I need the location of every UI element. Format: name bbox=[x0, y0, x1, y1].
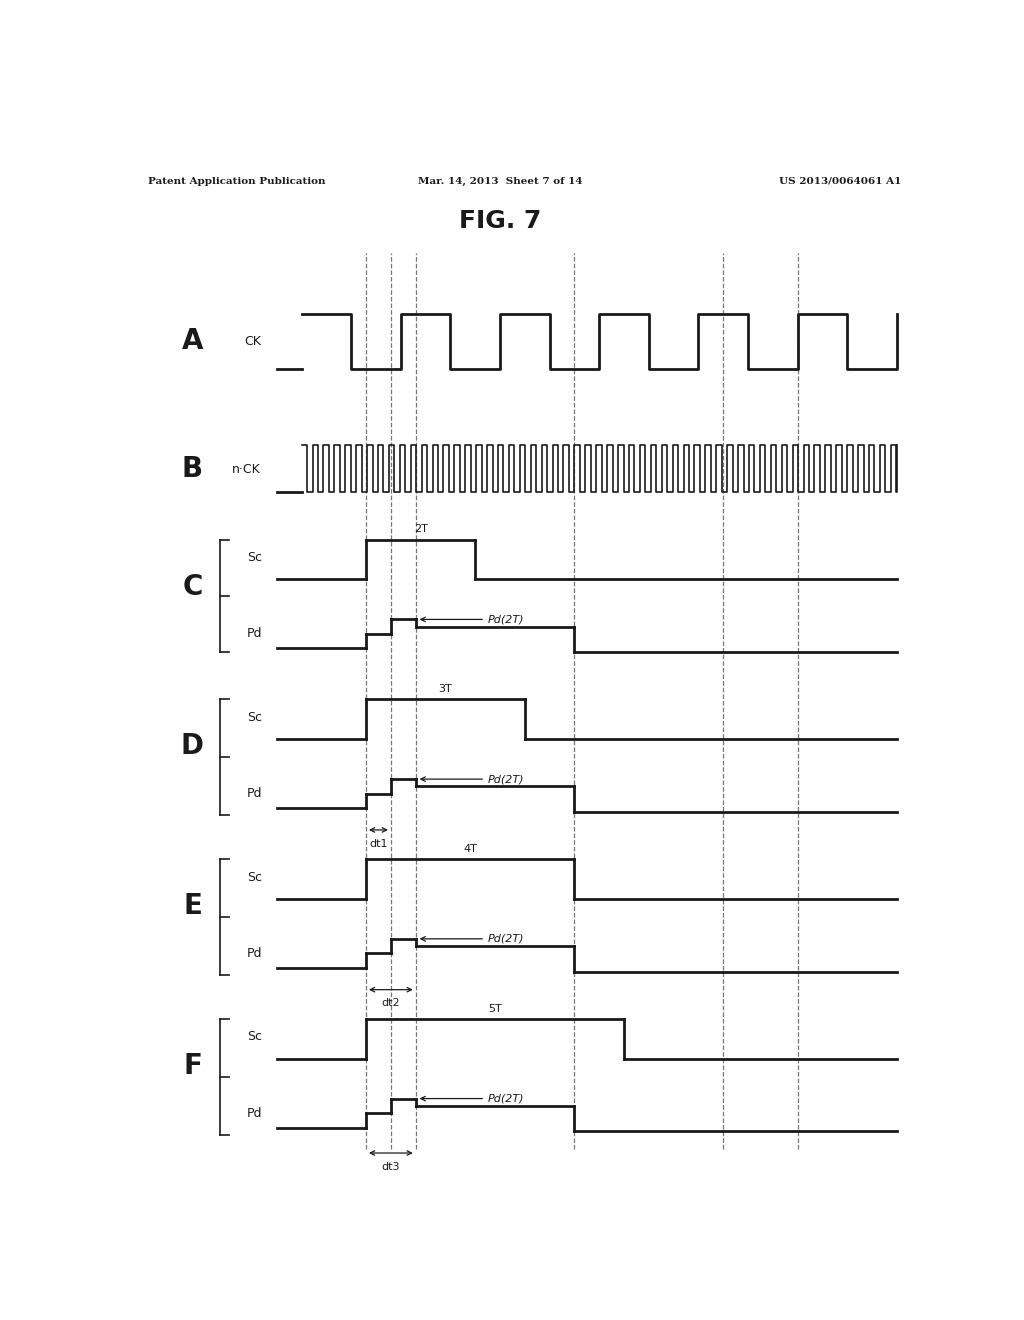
Text: 3T: 3T bbox=[438, 684, 453, 694]
Text: US 2013/0064061 A1: US 2013/0064061 A1 bbox=[779, 177, 902, 186]
Text: dt3: dt3 bbox=[382, 1162, 400, 1172]
Text: 2T: 2T bbox=[414, 524, 428, 535]
Text: Pd(2T): Pd(2T) bbox=[487, 614, 524, 624]
Text: Pd: Pd bbox=[247, 627, 262, 640]
Text: E: E bbox=[183, 892, 202, 920]
Text: F: F bbox=[183, 1052, 202, 1080]
Text: Mar. 14, 2013  Sheet 7 of 14: Mar. 14, 2013 Sheet 7 of 14 bbox=[418, 177, 583, 186]
Text: Pd: Pd bbox=[247, 1106, 262, 1119]
Text: CK: CK bbox=[245, 335, 261, 348]
Text: Pd: Pd bbox=[247, 946, 262, 960]
Text: n·CK: n·CK bbox=[232, 462, 261, 475]
Text: Patent Application Publication: Patent Application Publication bbox=[147, 177, 326, 186]
Text: B: B bbox=[182, 455, 203, 483]
Text: dt1: dt1 bbox=[370, 838, 388, 849]
Text: A: A bbox=[181, 327, 203, 355]
Text: Pd: Pd bbox=[247, 787, 262, 800]
Text: Sc: Sc bbox=[247, 1031, 262, 1043]
Text: FIG. 7: FIG. 7 bbox=[459, 210, 542, 234]
Text: Sc: Sc bbox=[247, 871, 262, 883]
Text: Pd(2T): Pd(2T) bbox=[487, 1093, 524, 1104]
Text: Pd(2T): Pd(2T) bbox=[487, 933, 524, 944]
Text: Sc: Sc bbox=[247, 711, 262, 723]
Text: 4T: 4T bbox=[463, 843, 477, 854]
Text: Sc: Sc bbox=[247, 552, 262, 564]
Text: D: D bbox=[181, 733, 204, 760]
Text: dt2: dt2 bbox=[382, 998, 400, 1008]
Text: 5T: 5T bbox=[488, 1003, 502, 1014]
Text: C: C bbox=[182, 573, 203, 601]
Text: Pd(2T): Pd(2T) bbox=[487, 774, 524, 784]
